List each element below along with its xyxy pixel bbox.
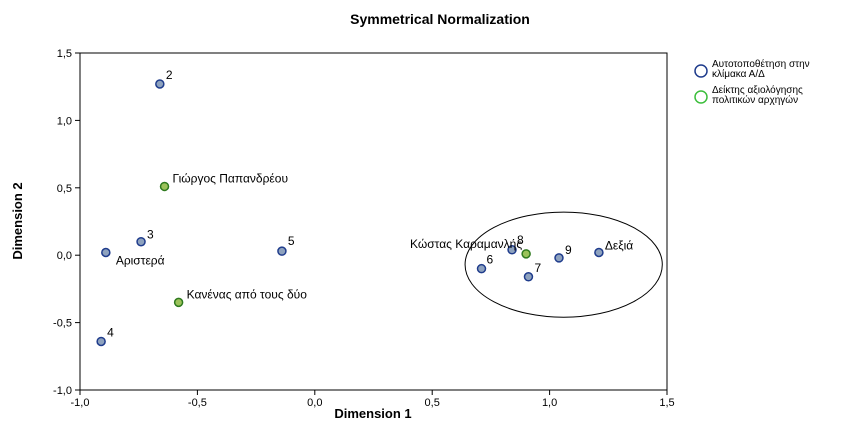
x-tick-label: 1,5 <box>659 397 674 409</box>
legend-label: κλίμακα Α/Δ <box>712 68 765 80</box>
legend-label: Δείκτης αξιολόγησης <box>712 84 803 96</box>
data-points: 2 3 Αριστερά 5 4 8 9 Δεξιά 6 7 Γιώργος Παπανδρέου Κ… <box>96 68 633 347</box>
point-label: Κανένας από τους δύο <box>187 287 308 301</box>
point-label: 9 <box>565 243 572 257</box>
y-axis: -1,0 -0,5 0,0 0,5 1,0 1,5 <box>53 48 80 397</box>
x-axis-title: Dimension 1 <box>334 406 411 421</box>
annotations <box>464 211 663 318</box>
data-point <box>523 272 534 282</box>
point-label: 7 <box>534 261 541 275</box>
data-point <box>136 236 146 247</box>
legend-label: Αυτοτοποθέτηση στην <box>712 58 810 70</box>
point-label: 3 <box>147 228 154 242</box>
y-tick-label: 1,5 <box>57 48 72 60</box>
data-point <box>277 246 287 256</box>
data-point <box>101 247 111 258</box>
data-point <box>554 253 564 263</box>
x-tick-label: 1,0 <box>542 397 557 409</box>
point-label: 6 <box>487 253 494 267</box>
data-point <box>594 247 604 258</box>
y-axis-title: Dimension 2 <box>10 182 25 259</box>
chart-title: Symmetrical Normalization <box>350 11 530 27</box>
y-tick-label: -1,0 <box>53 385 72 397</box>
data-point <box>159 181 170 192</box>
legend-marker <box>694 90 708 104</box>
x-axis: -1,0 -0,5 0,0 0,5 1,0 1,5 <box>71 390 675 409</box>
data-point <box>521 249 531 259</box>
data-point <box>507 245 517 255</box>
point-label: Κώστας Καραμανλής <box>410 237 522 251</box>
x-tick-label: 0,0 <box>307 397 322 409</box>
point-label: 5 <box>288 234 295 248</box>
data-point <box>155 79 165 89</box>
legend-marker <box>694 64 708 78</box>
y-tick-label: 0,0 <box>57 250 72 262</box>
y-tick-label: 1,0 <box>57 115 72 127</box>
point-label: Αριστερά <box>116 254 165 268</box>
plot-area <box>79 52 668 391</box>
point-label: 2 <box>166 68 173 82</box>
data-point <box>96 336 106 347</box>
x-tick-label: -1,0 <box>71 397 90 409</box>
point-label: Γιώργος Παπανδρέου <box>173 171 289 185</box>
point-label: 8 <box>517 233 524 247</box>
point-label: Δεξιά <box>605 239 633 253</box>
y-tick-label: -0,5 <box>53 318 72 330</box>
point-label: 4 <box>107 325 114 339</box>
y-tick-label: 0,5 <box>57 183 72 195</box>
cluster-ellipse <box>464 211 663 318</box>
x-tick-label: 0,5 <box>425 397 440 409</box>
data-point <box>173 297 184 308</box>
data-point <box>476 263 487 274</box>
legend-label: πολιτικών αρχηγών <box>712 94 798 106</box>
x-tick-label: -0,5 <box>188 397 207 409</box>
